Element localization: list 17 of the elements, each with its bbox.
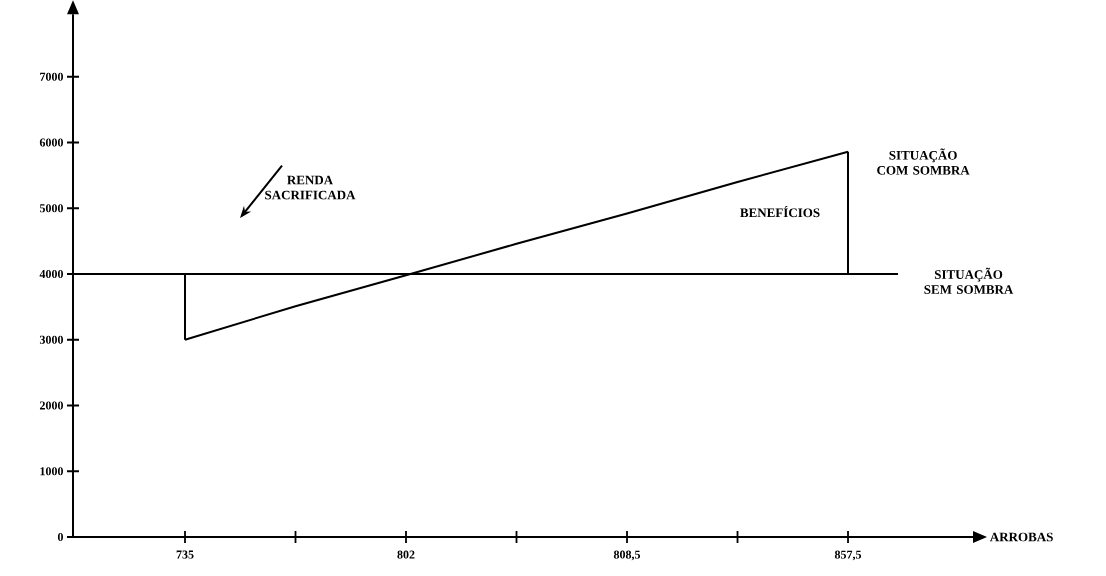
- text: SITUAÇÃO COM SOMBRA: [877, 148, 970, 175]
- x-axis-title: ARROBAS: [989, 532, 1053, 542]
- annotation: RENDA SACRIFICADA: [265, 175, 356, 200]
- annotation: BENEFÍCIOS: [740, 205, 820, 218]
- x-tick-label: 808,5: [613, 550, 641, 561]
- x-tick-label: 735: [176, 550, 194, 559]
- y-tick-label: 0: [57, 532, 63, 542]
- y-tick-label: 5000: [39, 204, 63, 213]
- ref-line-label: SITUAÇÃO SEM SOMBRA: [924, 267, 1014, 294]
- x-tick-label: 857,5: [834, 550, 862, 561]
- y-tick-label: 4000: [39, 269, 63, 279]
- y-tick-label: 2000: [39, 401, 63, 410]
- y-tick-label: 6000: [39, 138, 63, 147]
- x-tick-label: 802: [397, 550, 415, 559]
- y-tick-label: 3000: [39, 335, 63, 344]
- y-tick-label: 7000: [40, 72, 63, 81]
- y-tick-label: 1000: [40, 467, 63, 476]
